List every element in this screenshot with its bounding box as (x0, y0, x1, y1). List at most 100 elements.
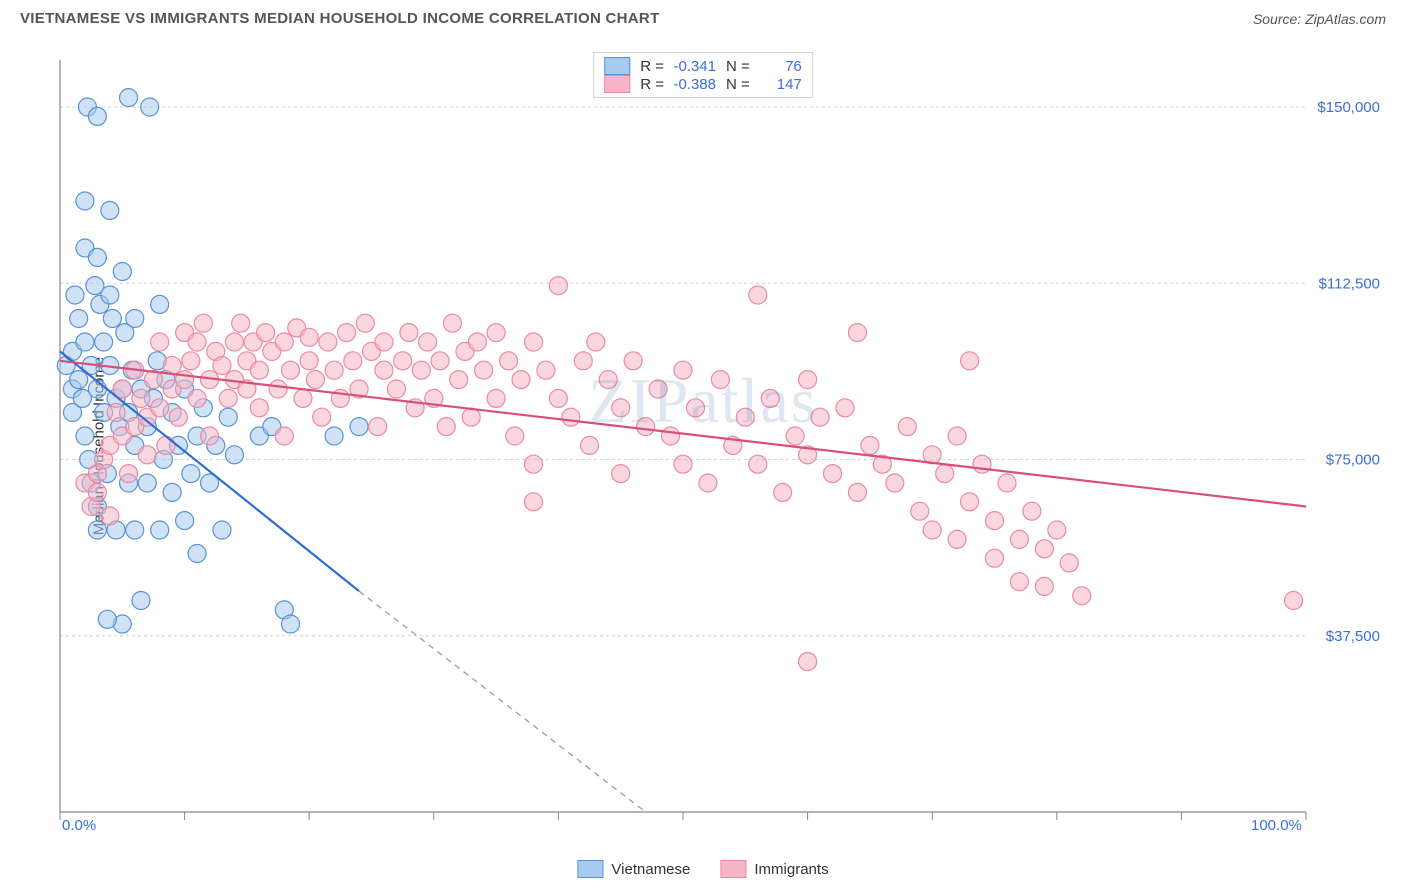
correlation-legend: R =-0.341N =76R =-0.388N =147 (593, 52, 813, 98)
scatter-point (101, 286, 119, 304)
scatter-point (637, 418, 655, 436)
scatter-point (412, 361, 430, 379)
scatter-point (88, 483, 106, 501)
scatter-point (848, 483, 866, 501)
scatter-point (524, 455, 542, 473)
source-attribution: Source: ZipAtlas.com (1253, 11, 1386, 27)
scatter-point (338, 324, 356, 342)
scatter-point (275, 427, 293, 445)
scatter-point (599, 371, 617, 389)
scatter-point (824, 465, 842, 483)
plot-area: $37,500$75,000$112,500$150,0000.0%100.0% (50, 50, 1386, 832)
trend-line (60, 361, 1306, 507)
stat-n-value: 147 (756, 76, 802, 93)
y-tick-label: $150,000 (1317, 99, 1380, 116)
scatter-point (487, 324, 505, 342)
scatter-point (674, 361, 692, 379)
scatter-point (232, 314, 250, 332)
chart-header: VIETNAMESE VS IMMIGRANTS MEDIAN HOUSEHOL… (0, 0, 1406, 35)
scatter-point (948, 530, 966, 548)
scatter-point (1010, 530, 1028, 548)
scatter-point (948, 427, 966, 445)
y-tick-label: $37,500 (1326, 628, 1380, 645)
scatter-point (95, 333, 113, 351)
scatter-point (257, 324, 275, 342)
scatter-point (219, 408, 237, 426)
scatter-point (369, 418, 387, 436)
scatter-point (182, 465, 200, 483)
scatter-point (88, 521, 106, 539)
scatter-point (811, 408, 829, 426)
trend-line-extension (359, 591, 646, 812)
scatter-point (749, 455, 767, 473)
scatter-point (394, 352, 412, 370)
scatter-point (300, 328, 318, 346)
scatter-point (76, 192, 94, 210)
scatter-point (1023, 502, 1041, 520)
scatter-chart-svg: $37,500$75,000$112,500$150,0000.0%100.0% (50, 50, 1386, 832)
scatter-point (574, 352, 592, 370)
stat-n-label: N = (726, 58, 750, 75)
scatter-point (487, 389, 505, 407)
scatter-point (282, 615, 300, 633)
scatter-point (132, 592, 150, 610)
stat-n-label: N = (726, 76, 750, 93)
scatter-point (306, 371, 324, 389)
scatter-point (923, 521, 941, 539)
scatter-point (194, 314, 212, 332)
scatter-point (1035, 540, 1053, 558)
stat-n-value: 76 (756, 58, 802, 75)
scatter-point (749, 286, 767, 304)
scatter-point (188, 545, 206, 563)
scatter-point (101, 201, 119, 219)
scatter-point (1048, 521, 1066, 539)
chart-title: VIETNAMESE VS IMMIGRANTS MEDIAN HOUSEHOL… (20, 10, 660, 27)
scatter-point (581, 436, 599, 454)
scatter-point (437, 418, 455, 436)
scatter-point (549, 389, 567, 407)
scatter-point (419, 333, 437, 351)
scatter-point (188, 333, 206, 351)
scatter-point (151, 521, 169, 539)
scatter-point (612, 399, 630, 417)
scatter-point (711, 371, 729, 389)
y-tick-label: $75,000 (1326, 452, 1380, 469)
legend-swatch (604, 75, 630, 93)
scatter-point (973, 455, 991, 473)
scatter-point (70, 371, 88, 389)
scatter-point (88, 107, 106, 125)
scatter-point (213, 521, 231, 539)
scatter-point (524, 333, 542, 351)
scatter-point (157, 436, 175, 454)
scatter-point (163, 483, 181, 501)
y-tick-label: $112,500 (1319, 275, 1380, 292)
scatter-point (70, 310, 88, 328)
scatter-point (961, 493, 979, 511)
scatter-point (500, 352, 518, 370)
scatter-point (387, 380, 405, 398)
scatter-point (624, 352, 642, 370)
scatter-point (169, 408, 187, 426)
scatter-point (120, 465, 138, 483)
scatter-point (774, 483, 792, 501)
scatter-point (76, 427, 94, 445)
scatter-point (344, 352, 362, 370)
scatter-point (132, 389, 150, 407)
scatter-point (163, 357, 181, 375)
scatter-point (250, 399, 268, 417)
scatter-point (524, 493, 542, 511)
scatter-point (649, 380, 667, 398)
scatter-point (512, 371, 530, 389)
correlation-legend-row: R =-0.341N =76 (604, 57, 802, 75)
scatter-point (562, 408, 580, 426)
scatter-point (506, 427, 524, 445)
scatter-point (587, 333, 605, 351)
scatter-point (113, 263, 131, 281)
scatter-point (431, 352, 449, 370)
scatter-point (313, 408, 331, 426)
stat-r-value: -0.388 (670, 76, 716, 93)
scatter-point (269, 380, 287, 398)
scatter-point (1010, 573, 1028, 591)
scatter-point (898, 418, 916, 436)
x-tick-label: 0.0% (62, 817, 96, 832)
